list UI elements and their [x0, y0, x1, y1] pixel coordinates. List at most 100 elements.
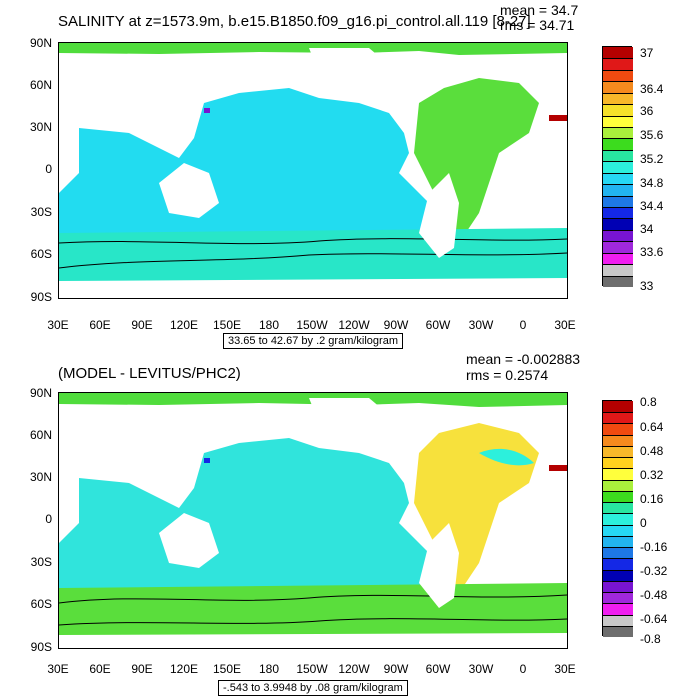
colorbar-swatch: [603, 81, 633, 93]
colorbar-label: 36.4: [640, 82, 664, 96]
lon-label: 150E: [212, 662, 242, 676]
lon-label: 90E: [131, 662, 153, 676]
colorbar-label: 37: [640, 46, 654, 60]
colorbar-swatch: [603, 92, 633, 105]
lon-label: 120E: [169, 662, 199, 676]
panel-title: SALINITY at z=1573.9m, b.e15.B1850.f09_g…: [58, 13, 531, 30]
colorbar-label: 33.6: [640, 245, 664, 259]
lon-label: 180: [258, 662, 280, 676]
colorbar-swatch: [603, 58, 633, 70]
colorbar-label: 34.8: [640, 176, 664, 190]
difference-map-field: [59, 393, 567, 635]
colorbar-swatch: [603, 47, 633, 59]
colorbar-swatch: [603, 457, 633, 469]
colorbar-label: 34: [640, 222, 654, 236]
colorbar-label: -0.8: [640, 632, 661, 646]
colorbar-label: 35.6: [640, 128, 664, 142]
lon-label: 120W: [338, 662, 370, 676]
colorbar-swatch: [603, 592, 633, 604]
lon-label: 0: [519, 318, 527, 332]
colorbar-label: -0.48: [640, 588, 668, 602]
colorbar-swatch: [603, 127, 633, 139]
lat-label: 30S: [30, 205, 52, 219]
colorbar-swatch: [603, 264, 633, 276]
colorbar-swatch: [603, 241, 633, 253]
lat-label: 30S: [30, 555, 52, 569]
lon-label: 180: [258, 318, 280, 332]
lon-label: 60E: [89, 662, 111, 676]
colorbar-swatch: [603, 229, 633, 242]
rms-stat: rms = 0.2574: [466, 367, 549, 383]
colorbar-label: -0.16: [640, 540, 668, 554]
lon-label: 150W: [296, 662, 328, 676]
colorbar: [602, 46, 633, 287]
lat-label: 0: [45, 162, 52, 176]
lat-label: 30N: [29, 120, 52, 134]
lon-label: 60E: [89, 318, 111, 332]
rms-stat: rms = 34.71: [500, 17, 575, 33]
colorbar-swatch: [603, 513, 633, 525]
colorbar-label: -0.32: [640, 564, 668, 578]
lon-label: 30E: [47, 318, 69, 332]
colorbar-swatch: [603, 502, 633, 514]
lon-label: 90E: [131, 318, 153, 332]
colorbar-label: 0.32: [640, 468, 664, 482]
colorbar-swatch: [603, 138, 633, 150]
lat-label: 90N: [29, 36, 52, 50]
lon-label: 120W: [338, 318, 370, 332]
lon-label: 60W: [425, 662, 451, 676]
colorbar-swatch: [603, 524, 633, 536]
colorbar-swatch: [603, 195, 633, 207]
colorbar-swatch: [603, 172, 633, 185]
lon-label: 30E: [47, 662, 69, 676]
lon-label: 30E: [554, 318, 576, 332]
colorbar-swatch: [603, 445, 633, 458]
colorbar-swatch: [603, 535, 633, 548]
lat-label: 60N: [29, 428, 52, 442]
colorbar-swatch: [603, 603, 633, 615]
colorbar-swatch: [603, 275, 633, 287]
colorbar-label: 0.48: [640, 444, 664, 458]
salinity-map-field: [59, 43, 567, 281]
colorbar-label: 35.2: [640, 152, 664, 166]
difference-map: [58, 392, 568, 649]
colorbar-swatch: [603, 614, 633, 626]
lat-label: 90N: [29, 386, 52, 400]
colorbar-swatch: [603, 115, 633, 127]
colorbar-swatch: [603, 580, 633, 593]
lat-label: 60S: [30, 597, 52, 611]
lat-label: 0: [45, 512, 52, 526]
colorbar-swatch: [603, 479, 633, 491]
mean-stat: mean = 34.7: [500, 2, 579, 18]
lat-label: 60S: [30, 247, 52, 261]
colorbar-label: 0.16: [640, 492, 664, 506]
colorbar-label: 0: [640, 516, 647, 530]
colorbar-label: 0.8: [640, 395, 657, 409]
lon-label: 30E: [554, 662, 576, 676]
lon-label: 60W: [425, 318, 451, 332]
colorbar-swatch: [603, 468, 633, 480]
colorbar-swatch: [603, 149, 633, 162]
contour-range-label: 33.65 to 42.67 by .2 gram/kilogram: [223, 333, 403, 349]
mean-stat: mean = -0.002883: [466, 351, 581, 367]
colorbar-swatch: [603, 252, 633, 265]
colorbar-label: -0.64: [640, 612, 668, 626]
colorbar-swatch: [603, 547, 633, 559]
contour-range-label: -.543 to 3.9948 by .08 gram/kilogram: [218, 680, 408, 696]
salinity-map: [58, 42, 568, 299]
lat-label: 90S: [30, 290, 52, 304]
colorbar-label: 36: [640, 104, 654, 118]
colorbar-swatch: [603, 423, 633, 435]
colorbar-swatch: [603, 434, 633, 446]
colorbar-label: 33: [640, 279, 654, 293]
lat-label: 90S: [30, 640, 52, 654]
lat-label: 30N: [29, 470, 52, 484]
colorbar-swatch: [603, 401, 633, 413]
colorbar-swatch: [603, 569, 633, 581]
lat-label: 60N: [29, 78, 52, 92]
colorbar-swatch: [603, 412, 633, 424]
colorbar-swatch: [603, 558, 633, 570]
colorbar: [602, 400, 633, 637]
colorbar-swatch: [603, 207, 633, 219]
colorbar-label: 34.4: [640, 199, 664, 213]
